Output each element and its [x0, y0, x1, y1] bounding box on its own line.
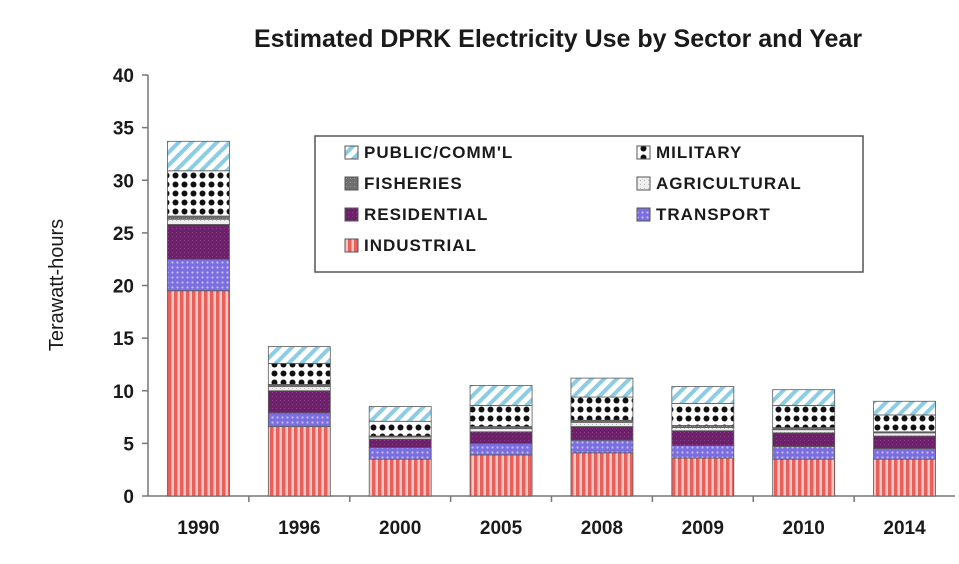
x-tick-label: 2009 — [682, 518, 724, 539]
bar-segment — [469, 405, 533, 427]
legend-swatch — [344, 207, 359, 222]
legend-swatch — [636, 176, 651, 191]
y-tick-label: 15 — [113, 329, 135, 350]
chart-title: Estimated DPRK Electricity Use by Sector… — [254, 25, 862, 53]
x-tick-label: 2005 — [480, 518, 523, 539]
bar-segment — [671, 427, 735, 432]
bar-stack — [772, 389, 836, 497]
bar-stack — [267, 346, 331, 497]
bar-segment — [873, 400, 936, 416]
legend-label: AGRICULTURAL — [656, 174, 802, 193]
bar-segment — [469, 431, 533, 444]
bar-segment — [570, 426, 634, 441]
legend-label: MILITARY — [656, 143, 742, 162]
bar-segment — [570, 396, 634, 421]
bar-segment — [873, 414, 936, 433]
legend-label: PUBLIC/COMM'L — [364, 143, 513, 162]
bar-segment — [873, 435, 936, 450]
bar-segment — [570, 421, 634, 427]
legend-label: TRANSPORT — [656, 205, 771, 224]
bar-segment — [570, 439, 634, 454]
y-axis: 0 5 10 15 20 25 30 35 40 — [113, 66, 149, 508]
bar-segment — [167, 258, 230, 292]
bar-stack — [671, 386, 735, 497]
bar-segment — [167, 215, 230, 220]
bar-segment — [873, 432, 936, 437]
bar-segment — [772, 446, 836, 460]
bar-segment — [368, 420, 432, 437]
y-tick-label: 40 — [113, 66, 134, 87]
bar-stack — [469, 385, 533, 497]
x-tick-label: 2000 — [379, 518, 421, 539]
y-tick-label: 5 — [123, 434, 134, 455]
bar-stack — [570, 377, 634, 497]
bar-segment — [873, 458, 936, 497]
y-tick-label: 20 — [113, 277, 134, 298]
bar-segment — [167, 218, 230, 225]
legend-swatch — [636, 207, 651, 222]
bar-segment — [469, 385, 533, 406]
x-tick-label: 2010 — [783, 518, 825, 539]
bar-segment — [167, 170, 230, 217]
bar-segment — [368, 447, 432, 460]
bar-segment — [167, 224, 230, 260]
x-tick-label: 2008 — [581, 518, 623, 539]
bar-segment — [267, 386, 331, 392]
y-tick-label: 10 — [113, 382, 134, 403]
bar-segment — [167, 290, 230, 497]
bar-segment — [772, 429, 836, 434]
bar-segment — [267, 362, 331, 385]
legend-swatch — [636, 145, 651, 160]
bar-segment — [469, 428, 533, 433]
bar-segment — [671, 402, 735, 426]
bar-segment — [368, 438, 432, 448]
bar-segment — [671, 457, 735, 497]
y-tick-label: 0 — [123, 487, 134, 508]
legend-label: RESIDENTIAL — [364, 205, 488, 224]
bar-segment — [368, 458, 432, 497]
x-axis: 1990 1996 2000 2005 2008 2009 2010 2014 — [148, 495, 955, 539]
bar-segment — [167, 140, 230, 172]
bar-segment — [469, 442, 533, 456]
x-tick-label: 2014 — [883, 518, 926, 539]
bar-stack — [873, 400, 936, 497]
bar-segment — [570, 377, 634, 398]
bar-segment — [671, 445, 735, 459]
legend-label: FISHERIES — [364, 174, 463, 193]
bar-segment — [267, 412, 331, 427]
bar-stack — [368, 406, 432, 497]
x-tick-label: 1996 — [278, 518, 320, 539]
bar-segment — [570, 452, 634, 497]
bar-segment — [671, 386, 735, 404]
bar-segment — [267, 346, 331, 364]
bar-segment — [267, 390, 331, 414]
bar-segment — [772, 458, 836, 497]
y-axis-label: Terawatt-hours — [46, 219, 68, 351]
y-tick-label: 30 — [113, 171, 134, 192]
bar-segment — [873, 448, 936, 460]
legend-swatch — [344, 145, 359, 160]
bar-segment — [671, 430, 735, 446]
legend-label: INDUSTRIAL — [364, 236, 477, 255]
bar-segment — [469, 454, 533, 497]
bar-segment — [368, 406, 432, 422]
legend-box — [314, 135, 864, 273]
legend-swatch — [344, 176, 359, 191]
bars — [167, 140, 936, 497]
bar-segment — [772, 389, 836, 406]
bar-stack — [167, 140, 230, 497]
y-tick-label: 25 — [113, 224, 135, 245]
legend: PUBLIC/COMM'L MILITARY FISHERIES AGRICULTUR… — [314, 135, 864, 273]
bar-segment — [772, 405, 836, 428]
legend-swatch — [344, 238, 359, 253]
x-tick-label: 1990 — [177, 518, 219, 539]
y-tick-label: 35 — [113, 119, 135, 140]
bar-segment — [267, 426, 331, 497]
bar-segment — [772, 432, 836, 447]
